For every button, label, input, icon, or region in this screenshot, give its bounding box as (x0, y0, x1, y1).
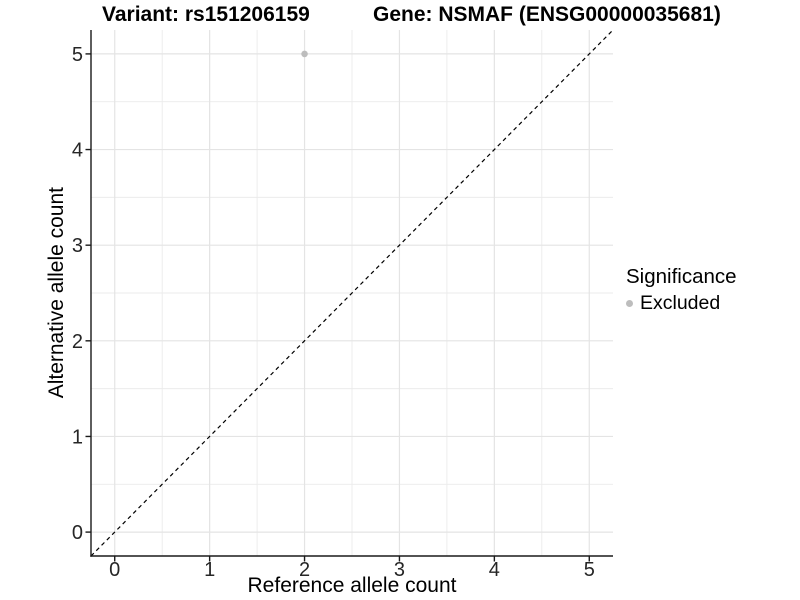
gene-title: Gene: NSMAF (ENSG00000035681) (373, 3, 721, 26)
y-tick-label: 3 (72, 235, 83, 257)
y-axis-title-text: Alternative allele count (45, 187, 68, 399)
identity-reference-line (90, 29, 614, 557)
y-tick-label: 2 (72, 331, 83, 353)
data-point (301, 50, 308, 58)
variant-title: Variant: rs151206159 (102, 3, 310, 26)
y-tick-label: 0 (72, 522, 83, 544)
legend-item-excluded: Excluded (626, 292, 737, 314)
y-tick-label: 5 (72, 44, 83, 66)
legend: Significance Excluded (626, 265, 737, 314)
legend-title: Significance (626, 265, 737, 288)
legend-item-label: Excluded (640, 292, 721, 314)
y-tick-label: 1 (72, 426, 83, 448)
x-tick-label: 4 (489, 559, 500, 581)
x-tick-label: 5 (584, 559, 595, 581)
x-tick-label: 1 (204, 559, 215, 581)
x-tick-label: 3 (394, 559, 405, 581)
y-tick-label: 4 (72, 140, 83, 162)
y-axis-title: Alternative allele count (44, 30, 70, 556)
excluded-point-swatch-icon (626, 299, 633, 307)
x-tick-label: 2 (299, 559, 310, 581)
x-tick-label: 0 (109, 559, 120, 581)
x-axis-title: Reference allele count (247, 574, 457, 597)
